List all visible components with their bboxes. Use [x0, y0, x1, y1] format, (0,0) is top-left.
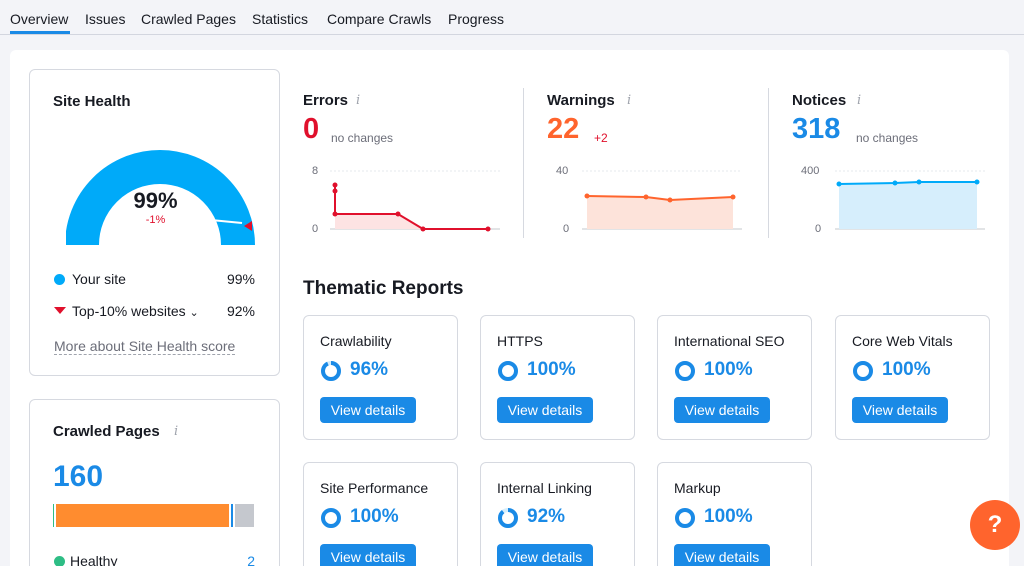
site-health-title: Site Health — [53, 93, 131, 110]
thematic-report-card: International SEO 100% View details — [657, 315, 812, 440]
your-site-label: Your site — [72, 271, 126, 287]
your-site-value: 99% — [226, 271, 255, 287]
top10-triangle-icon — [54, 307, 66, 314]
view-details-button[interactable]: View details — [852, 397, 948, 423]
site-health-score: 99% — [133, 188, 178, 213]
report-percent: 96% — [350, 359, 389, 380]
notices-ymin: 0 — [815, 223, 822, 235]
crawled-pages-bar-segment[interactable] — [53, 504, 57, 527]
report-name: Internal Linking — [497, 480, 592, 496]
notices-chart — [835, 170, 985, 230]
report-name: International SEO — [674, 333, 785, 349]
your-site-dot — [54, 274, 65, 285]
gauge-arc — [66, 150, 255, 246]
report-percent: 92% — [527, 506, 566, 527]
thematic-report-card: Core Web Vitals 100% View details — [835, 315, 990, 440]
healthy-dot — [54, 556, 65, 566]
thematic-report-card: HTTPS 100% View details — [480, 315, 635, 440]
report-percent: 100% — [527, 359, 576, 380]
view-details-button[interactable]: View details — [320, 397, 416, 423]
warnings-ymin: 0 — [563, 223, 570, 235]
warnings-change: +2 — [594, 131, 608, 145]
site-health-gauge — [66, 150, 255, 246]
crawled-pages-bar-segment[interactable] — [234, 504, 256, 527]
gauge-benchmark-line — [210, 219, 243, 224]
crawled-pages-bar — [53, 504, 256, 527]
report-percent: 100% — [350, 506, 399, 527]
errors-value[interactable]: 0 — [303, 113, 320, 145]
report-progress-ring — [675, 361, 695, 381]
notices-ymax: 400 — [801, 165, 820, 177]
divider-1 — [523, 88, 524, 238]
report-name: Site Performance — [320, 480, 429, 496]
crawled-pages-title: Crawled Pages — [53, 423, 160, 440]
report-name: Markup — [674, 480, 721, 496]
errors-ymin: 0 — [312, 223, 319, 235]
thematic-report-card: Internal Linking 92% View details — [480, 462, 635, 566]
tab-issues[interactable]: Issues — [85, 11, 126, 27]
report-percent: 100% — [704, 506, 753, 527]
top10-value: 92% — [226, 303, 255, 319]
tab-statistics[interactable]: Statistics — [252, 11, 309, 27]
warnings-ymax: 40 — [556, 165, 569, 177]
report-name: HTTPS — [497, 333, 543, 349]
crawled-pages-bar-segment[interactable] — [230, 504, 235, 527]
tab-overview[interactable]: Overview — [10, 11, 69, 27]
notices-info-icon[interactable]: i — [857, 93, 862, 108]
crawled-pages-info-icon[interactable]: i — [174, 424, 179, 439]
report-progress-ring — [853, 361, 873, 381]
thematic-report-card: Crawlability 96% View details — [303, 315, 458, 440]
healthy-label: Healthy — [70, 553, 118, 566]
warnings-info-icon[interactable]: i — [627, 93, 632, 108]
site-health-delta: -1% — [145, 214, 166, 226]
report-progress-ring — [321, 361, 341, 381]
healthy-value[interactable]: 2 — [247, 553, 255, 566]
report-name: Core Web Vitals — [852, 333, 953, 349]
active-tab-indicator — [10, 31, 70, 34]
site-health-card: Site Health 99% -1% Your site 99% Top-10… — [29, 69, 280, 376]
report-percent: 100% — [882, 359, 931, 380]
errors-change: no changes — [331, 131, 394, 145]
report-name: Crawlability — [320, 333, 392, 349]
view-details-button[interactable]: View details — [497, 397, 593, 423]
warnings-label: Warnings — [547, 92, 615, 109]
help-button[interactable]: ? — [970, 500, 1020, 550]
report-progress-ring — [675, 508, 695, 528]
crawled-pages-card: Crawled Pages i 160 Healthy 2 — [29, 399, 280, 566]
errors-chart — [330, 170, 500, 232]
notices-change: no changes — [856, 131, 919, 145]
site-health-more-link[interactable]: More about Site Health score — [54, 338, 236, 355]
errors-ymax: 8 — [312, 165, 319, 177]
warnings-chart — [582, 170, 742, 230]
notices-value[interactable]: 318 — [792, 113, 841, 145]
view-details-button[interactable]: View details — [674, 544, 770, 566]
view-details-button[interactable]: View details — [674, 397, 770, 423]
thematic-report-card: Site Performance 100% View details — [303, 462, 458, 566]
tab-progress[interactable]: Progress — [448, 11, 505, 27]
crawled-pages-bar-segment[interactable] — [56, 504, 231, 527]
view-details-button[interactable]: View details — [497, 544, 593, 566]
report-progress-ring — [321, 508, 341, 528]
tab-compare-crawls[interactable]: Compare Crawls — [327, 11, 432, 27]
notices-label: Notices — [792, 92, 847, 109]
view-details-button[interactable]: View details — [320, 544, 416, 566]
chevron-down-icon: ⌄ — [189, 307, 199, 319]
crawled-pages-count: 160 — [53, 460, 104, 493]
top10-dropdown[interactable]: Top-10% websites ⌄ — [72, 303, 199, 319]
thematic-report-card: Markup 100% View details — [657, 462, 812, 566]
tab-crawled-pages[interactable]: Crawled Pages — [141, 11, 236, 27]
errors-info-icon[interactable]: i — [356, 93, 361, 108]
tab-bar: Overview Issues Crawled Pages Statistics… — [0, 0, 1024, 35]
top10-label: Top-10% websites — [72, 303, 186, 319]
divider-2 — [768, 88, 769, 238]
warnings-value[interactable]: 22 — [547, 113, 580, 145]
report-progress-ring — [498, 361, 518, 381]
thematic-reports-title: Thematic Reports — [303, 278, 464, 299]
report-progress-ring — [498, 508, 518, 528]
report-percent: 100% — [704, 359, 753, 380]
gauge-marker — [244, 221, 252, 231]
errors-label: Errors — [303, 92, 349, 109]
